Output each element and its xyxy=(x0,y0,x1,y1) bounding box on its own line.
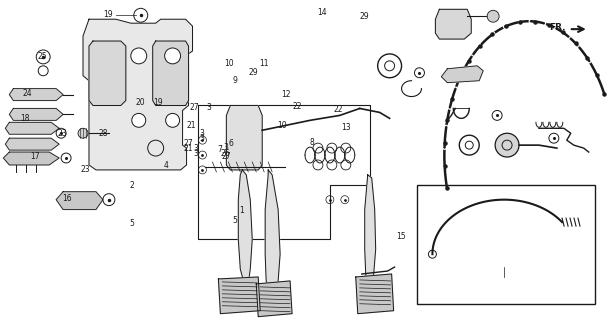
Text: 27: 27 xyxy=(184,139,193,148)
Text: 3: 3 xyxy=(199,134,204,143)
Text: 13: 13 xyxy=(342,123,351,132)
Text: 3: 3 xyxy=(199,129,204,138)
Text: 4: 4 xyxy=(164,161,169,170)
Text: 5: 5 xyxy=(233,216,238,225)
Circle shape xyxy=(131,48,147,64)
Text: 26: 26 xyxy=(220,148,229,157)
Text: 12: 12 xyxy=(281,91,290,100)
Text: 19: 19 xyxy=(153,99,163,108)
Text: 27: 27 xyxy=(190,103,199,112)
Text: 3: 3 xyxy=(193,144,198,153)
Text: 11: 11 xyxy=(259,59,268,68)
Polygon shape xyxy=(356,274,393,314)
Text: 27: 27 xyxy=(221,152,231,161)
Text: 14: 14 xyxy=(317,8,327,17)
Polygon shape xyxy=(265,170,280,294)
Circle shape xyxy=(165,48,181,64)
Text: 23: 23 xyxy=(81,165,90,174)
Text: 3: 3 xyxy=(193,149,198,158)
Polygon shape xyxy=(56,192,103,210)
Text: 24: 24 xyxy=(22,89,32,98)
Polygon shape xyxy=(152,41,188,106)
Polygon shape xyxy=(239,170,253,284)
Text: 3: 3 xyxy=(224,143,229,152)
Text: 18: 18 xyxy=(20,114,29,123)
Text: 10: 10 xyxy=(277,121,287,130)
Text: 19: 19 xyxy=(103,10,112,19)
Polygon shape xyxy=(218,277,260,314)
Polygon shape xyxy=(365,175,376,287)
Text: 9: 9 xyxy=(233,76,238,84)
Polygon shape xyxy=(83,19,193,170)
Text: 1: 1 xyxy=(239,206,243,215)
Text: 23: 23 xyxy=(57,129,67,138)
Circle shape xyxy=(78,128,88,138)
Circle shape xyxy=(132,113,146,127)
Text: 29: 29 xyxy=(248,68,258,77)
Polygon shape xyxy=(9,108,63,120)
Text: 10: 10 xyxy=(224,59,234,68)
Circle shape xyxy=(166,113,179,127)
Polygon shape xyxy=(442,66,483,83)
Text: 29: 29 xyxy=(360,12,369,21)
Text: 5: 5 xyxy=(129,219,134,228)
Text: 3: 3 xyxy=(207,103,212,112)
Text: FR.: FR. xyxy=(549,23,565,32)
Text: 22: 22 xyxy=(334,105,343,114)
Polygon shape xyxy=(4,152,59,165)
Text: 21: 21 xyxy=(186,121,196,130)
Polygon shape xyxy=(5,138,59,150)
Text: 20: 20 xyxy=(135,99,145,108)
Text: 15: 15 xyxy=(396,232,406,241)
Text: 25: 25 xyxy=(38,52,48,61)
Circle shape xyxy=(495,133,519,157)
Polygon shape xyxy=(9,89,63,100)
Text: 8: 8 xyxy=(310,138,315,147)
Text: 28: 28 xyxy=(99,129,108,138)
Polygon shape xyxy=(5,122,59,134)
Polygon shape xyxy=(226,106,262,170)
Text: 16: 16 xyxy=(62,194,72,203)
Text: 22: 22 xyxy=(293,102,303,111)
Circle shape xyxy=(487,10,499,22)
Polygon shape xyxy=(89,41,126,106)
Text: 21: 21 xyxy=(184,144,193,153)
Text: 17: 17 xyxy=(30,152,40,161)
Polygon shape xyxy=(256,281,292,316)
Bar xyxy=(417,185,595,304)
Text: 6: 6 xyxy=(229,139,234,148)
Polygon shape xyxy=(436,9,472,39)
Text: 7: 7 xyxy=(218,145,223,154)
Text: 2: 2 xyxy=(129,181,134,190)
